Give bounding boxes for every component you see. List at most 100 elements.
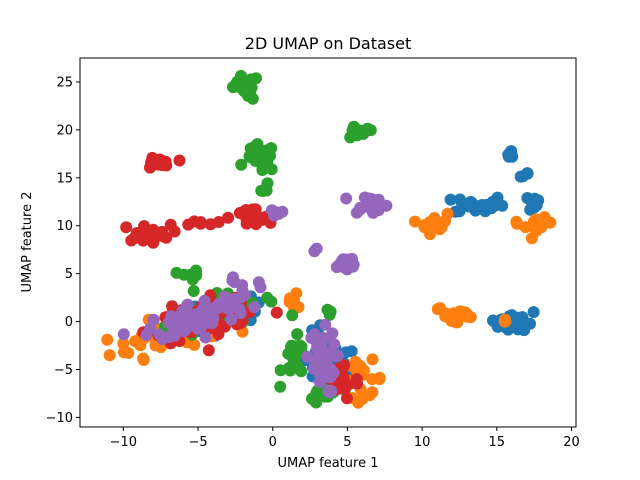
point-red-5-20 (350, 373, 363, 386)
point-purple-0-73 (156, 333, 169, 346)
chart-title: 2D UMAP on Dataset (245, 34, 411, 53)
y-tick-label: −10 (46, 411, 73, 426)
x-tick-label: 0 (269, 435, 277, 450)
point-orange-2-9 (409, 215, 421, 228)
point-purple-0-58 (234, 307, 247, 320)
point-orange-0-47 (103, 349, 116, 362)
y-tick-label: 0 (65, 315, 73, 330)
point-purple-4-35 (328, 338, 341, 351)
point-red-2-19 (128, 232, 141, 245)
point-orange-5-17 (366, 373, 379, 386)
axis-ticks: −10 −5 0 5 10 15 20 −10 −5 0 5 10 15 20 25 (46, 75, 580, 450)
point-green-4-20 (254, 151, 266, 164)
y-tick-label: −5 (54, 363, 73, 378)
point-blue-5-3 (514, 170, 527, 183)
point-green-6-15 (274, 380, 287, 393)
point-red-2-20 (164, 218, 177, 231)
point-orange-0-35 (117, 346, 130, 359)
point-purple-4-39 (312, 350, 325, 362)
x-tick-label: 5 (343, 435, 351, 450)
point-red-4-3 (194, 217, 207, 230)
series-purple (117, 191, 393, 399)
y-tick-label: 15 (56, 171, 73, 186)
point-orange-3-8 (538, 211, 551, 224)
x-tick-label: 10 (414, 435, 431, 450)
point-purple-1-8 (222, 292, 235, 305)
point-orange-1-7 (287, 291, 300, 304)
point-purple-4-37 (301, 350, 314, 363)
point-purple-0-56 (198, 294, 211, 307)
point-green-5-4 (261, 177, 274, 190)
point-blue-6-18 (524, 317, 536, 330)
point-blue-4-4 (505, 148, 518, 160)
x-axis-label: UMAP feature 1 (278, 456, 379, 471)
x-tick-label: −10 (110, 435, 137, 450)
point-red-3-16 (222, 211, 235, 224)
point-purple-4-30 (317, 332, 330, 345)
point-purple-2-16 (372, 193, 385, 206)
point-purple-5-4 (268, 209, 281, 222)
point-purple-2-17 (361, 199, 374, 211)
point-green-1-15 (229, 78, 242, 91)
point-orange-0-17 (137, 354, 150, 366)
point-green-9-2 (323, 308, 336, 321)
point-green-8-2 (170, 266, 183, 279)
point-green-6-21 (288, 351, 301, 364)
point-orange-0-36 (129, 335, 142, 348)
point-red-2-8 (120, 221, 133, 234)
point-purple-1-11 (228, 276, 241, 289)
y-tick-label: 5 (65, 267, 73, 282)
point-green-0-59 (187, 285, 200, 297)
point-green-1-16 (250, 72, 262, 85)
series-red (120, 151, 364, 405)
point-blue-2-21 (491, 191, 504, 204)
point-green-2-1 (242, 89, 254, 102)
point-blue-6-19 (527, 306, 540, 319)
point-blue-2-17 (444, 193, 457, 206)
y-axis-label: UMAP feature 2 (20, 192, 35, 293)
point-purple-0-43 (181, 298, 194, 311)
point-red-0-46 (212, 328, 225, 341)
scatter-points (101, 69, 557, 409)
point-purple-2-0 (340, 192, 353, 205)
point-orange-1-5 (292, 301, 305, 314)
point-purple-0-74 (198, 314, 211, 327)
point-purple-6-1 (308, 245, 321, 258)
point-green-4-16 (235, 158, 248, 171)
point-purple-0-61 (140, 329, 153, 341)
point-green-4-15 (249, 140, 261, 153)
point-red-2-15 (157, 230, 170, 243)
y-tick-label: 25 (56, 75, 73, 90)
x-tick-label: 20 (563, 435, 580, 450)
point-blue-2-18 (455, 197, 468, 210)
point-green-3-13 (349, 128, 361, 141)
point-purple-3-14 (337, 261, 350, 274)
point-purple-1-9 (236, 284, 249, 297)
y-tick-label: 20 (56, 123, 73, 138)
point-green-7-10 (310, 396, 323, 409)
point-purple-4-36 (321, 363, 334, 376)
x-tick-label: −5 (188, 435, 207, 450)
point-red-1-13 (152, 158, 165, 171)
point-red-4-5 (204, 218, 217, 231)
point-purple-0-52 (117, 328, 130, 341)
point-orange-5-16 (366, 386, 379, 399)
point-purple-0-68 (177, 308, 190, 321)
point-purple-4-33 (325, 385, 338, 397)
point-purple-0-69 (168, 320, 181, 333)
point-orange-3-6 (527, 219, 539, 232)
point-red-2-23 (137, 230, 150, 243)
plot-frame (79, 57, 577, 428)
point-red-0-64 (166, 300, 179, 313)
point-purple-0-71 (225, 313, 238, 326)
point-blue-3-11 (528, 194, 541, 207)
point-orange-2-14 (439, 215, 451, 228)
point-purple-0-62 (221, 302, 234, 315)
point-purple-0-72 (178, 325, 190, 337)
point-orange-0-19 (117, 337, 130, 350)
point-green-0-7 (261, 291, 274, 304)
point-orange-4-16 (431, 303, 444, 316)
point-orange-2-17 (423, 216, 436, 228)
